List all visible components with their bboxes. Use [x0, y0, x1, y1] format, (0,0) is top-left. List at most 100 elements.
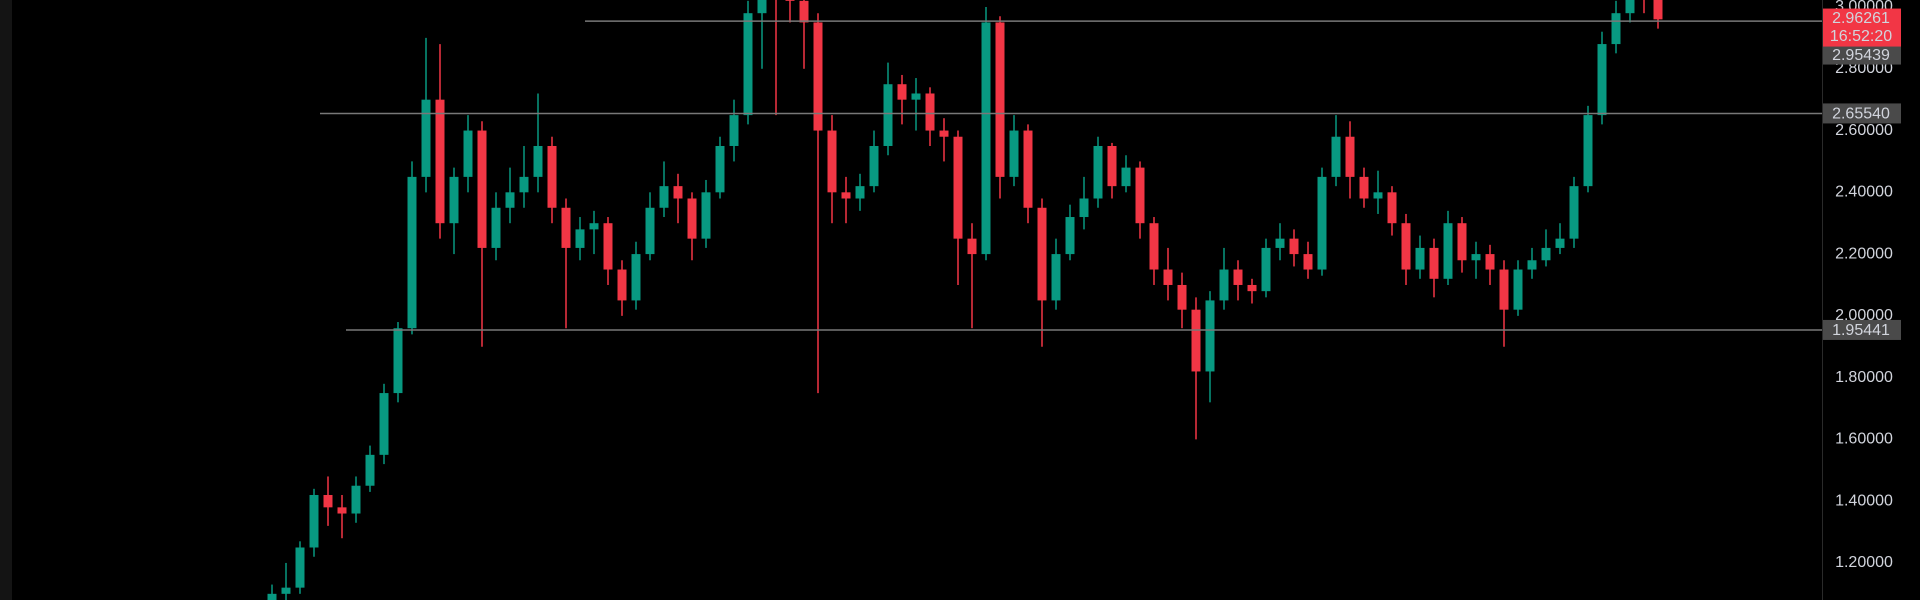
candle-body	[575, 229, 585, 248]
candle-body	[939, 130, 949, 137]
candle-body	[463, 130, 473, 177]
last-price-bg	[1823, 8, 1901, 47]
price-line-label: 1.95441	[1832, 322, 1890, 339]
candle-body	[407, 176, 417, 329]
candle-body	[519, 176, 529, 193]
candle-body	[1023, 130, 1033, 208]
candle-body	[1471, 254, 1481, 261]
candle-body	[1289, 238, 1299, 255]
price-line-label-bg	[1823, 103, 1901, 124]
last-price-label: 2.96261	[1832, 10, 1890, 27]
candle-body	[729, 115, 739, 146]
candle-body	[1429, 247, 1439, 279]
candle-body	[631, 254, 641, 301]
candle-body	[953, 136, 963, 239]
candle-body	[757, 0, 767, 14]
candle-body	[1611, 13, 1621, 45]
candle-body	[799, 0, 809, 23]
candle-body	[981, 22, 991, 255]
y-tick-label: 1.60000	[1835, 431, 1893, 448]
candle-body	[897, 84, 907, 100]
candle-body	[491, 207, 501, 248]
candle-body	[1541, 247, 1551, 261]
candle-body	[743, 13, 753, 116]
candle-body	[687, 198, 697, 239]
candle-body	[1261, 247, 1271, 292]
candle-body	[1163, 269, 1173, 285]
candle-body	[1079, 198, 1089, 218]
candle-body	[561, 207, 571, 248]
candle-body	[1597, 44, 1607, 116]
candle-body	[337, 507, 347, 514]
candle-body	[827, 130, 837, 193]
candle-body	[477, 130, 487, 248]
y-tick-label: 2.60000	[1835, 122, 1893, 139]
candle-body	[1037, 207, 1047, 301]
price-line-label-bg	[1823, 319, 1901, 340]
candle-body	[967, 238, 977, 255]
candle-body	[1247, 284, 1257, 292]
candle-body	[883, 84, 893, 146]
candle-body	[351, 485, 361, 514]
candle-body	[701, 192, 711, 239]
candle-body	[813, 22, 823, 131]
candle-body	[1331, 136, 1341, 177]
candle-body	[785, 0, 795, 1]
candle-body	[603, 223, 613, 270]
candle-body	[309, 494, 319, 548]
candle-body	[1443, 223, 1453, 279]
candle-body	[421, 99, 431, 177]
candle-body	[1317, 176, 1327, 270]
candle-body	[589, 223, 599, 230]
y-tick-label: 1.40000	[1835, 492, 1893, 509]
candle-body	[1513, 269, 1523, 310]
candle-body	[659, 186, 669, 208]
candle-body	[1107, 145, 1117, 187]
left-strip	[0, 0, 12, 600]
candle-body	[1121, 167, 1131, 187]
candle-body	[435, 99, 445, 224]
y-tick-label: 1.80000	[1835, 369, 1893, 386]
candle-body	[1177, 284, 1187, 310]
candle-body	[645, 207, 655, 255]
candle-body	[365, 454, 375, 486]
price-line-label: 2.65540	[1832, 106, 1890, 123]
candle-body	[1653, 0, 1663, 20]
price-line-label-bg	[1823, 44, 1901, 65]
candle-body	[1415, 247, 1425, 270]
candle-body	[295, 547, 305, 588]
candle-body	[841, 192, 851, 199]
candle-body	[855, 186, 865, 199]
y-tick-label: 2.20000	[1835, 245, 1893, 262]
candle-body	[911, 93, 921, 100]
candle-body	[267, 593, 277, 600]
candle-body	[1219, 269, 1229, 301]
candle-body	[393, 328, 403, 394]
candle-body	[1233, 269, 1243, 285]
candle-body	[1065, 217, 1075, 255]
candle-body	[1191, 309, 1201, 372]
candle-body	[1149, 223, 1159, 270]
candle-body	[1527, 260, 1537, 270]
candle-body	[617, 269, 627, 301]
candle-body	[505, 192, 515, 208]
candle-body	[379, 393, 389, 455]
candle-body	[1205, 300, 1215, 372]
countdown-label: 16:52:20	[1830, 28, 1892, 45]
candle-body	[1345, 136, 1355, 177]
y-tick-label: 2.00000	[1835, 307, 1893, 324]
candle-body	[1485, 254, 1495, 270]
candle-body	[1457, 223, 1467, 261]
candle-body	[533, 145, 543, 177]
candle-body	[1303, 254, 1313, 270]
candle-body	[1135, 167, 1145, 224]
candle-body	[715, 145, 725, 193]
candle-body	[1373, 192, 1383, 199]
candle-body	[1359, 176, 1369, 199]
candle-body	[1009, 130, 1019, 177]
candle-body	[673, 186, 683, 199]
y-tick-label: 1.20000	[1835, 554, 1893, 571]
candle-body	[1387, 192, 1397, 224]
